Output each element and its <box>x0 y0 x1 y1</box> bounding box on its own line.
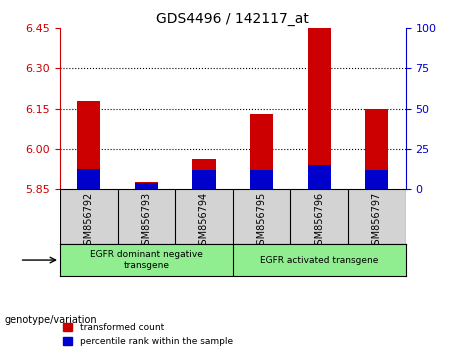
Text: GSM856794: GSM856794 <box>199 192 209 251</box>
Bar <box>193 160 216 189</box>
Bar <box>308 25 331 189</box>
Text: GSM856793: GSM856793 <box>142 192 151 251</box>
Title: GDS4496 / 142117_at: GDS4496 / 142117_at <box>156 12 309 26</box>
Bar <box>365 109 388 189</box>
Text: EGFR dominant negative
transgene: EGFR dominant negative transgene <box>90 250 203 270</box>
Bar <box>308 165 331 189</box>
Bar <box>365 170 388 189</box>
Legend: transformed count, percentile rank within the sample: transformed count, percentile rank withi… <box>60 320 236 349</box>
Bar <box>250 170 273 189</box>
Bar <box>77 170 100 189</box>
Bar <box>135 182 158 189</box>
Text: GSM856792: GSM856792 <box>84 192 94 251</box>
Text: GSM856797: GSM856797 <box>372 192 382 251</box>
Bar <box>193 170 216 189</box>
Text: GSM856795: GSM856795 <box>257 192 266 251</box>
Bar <box>250 114 273 189</box>
Bar <box>135 183 158 189</box>
Text: GSM856796: GSM856796 <box>314 192 324 251</box>
Text: genotype/variation: genotype/variation <box>5 315 97 325</box>
Text: EGFR activated transgene: EGFR activated transgene <box>260 256 378 264</box>
Bar <box>77 101 100 189</box>
